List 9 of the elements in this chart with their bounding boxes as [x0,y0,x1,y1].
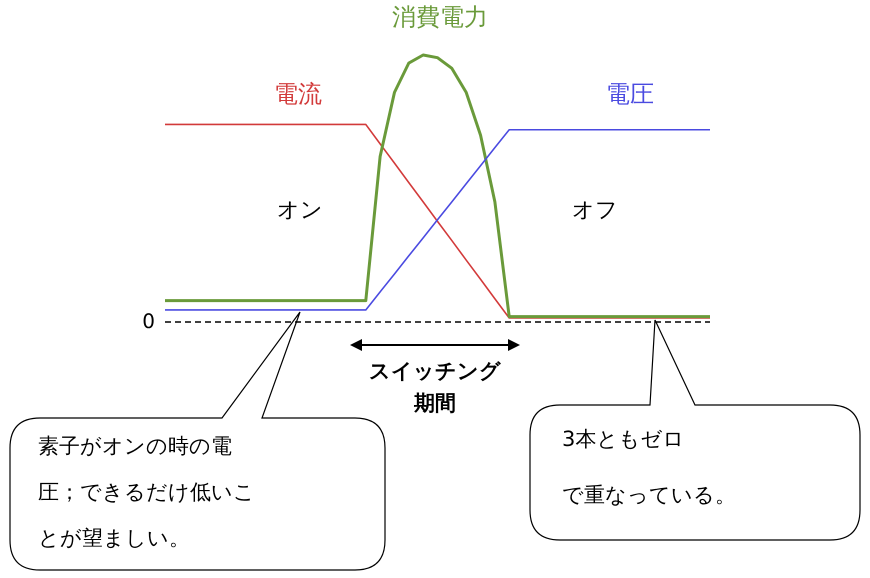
series-label: 電流 [274,80,322,108]
series-label: 消費電力 [392,3,488,31]
annotation: オフ [572,198,618,223]
series-label: 電圧 [606,80,654,108]
text: 3本ともゼロで重なっている。 [562,427,736,507]
ref-line-label: 0 [142,309,155,333]
text: 素子がオンの時の電圧；できるだけ低いことが望ましい。 [38,434,255,550]
text: スイッチング期間 [369,359,501,415]
annotation: オン [277,198,323,223]
